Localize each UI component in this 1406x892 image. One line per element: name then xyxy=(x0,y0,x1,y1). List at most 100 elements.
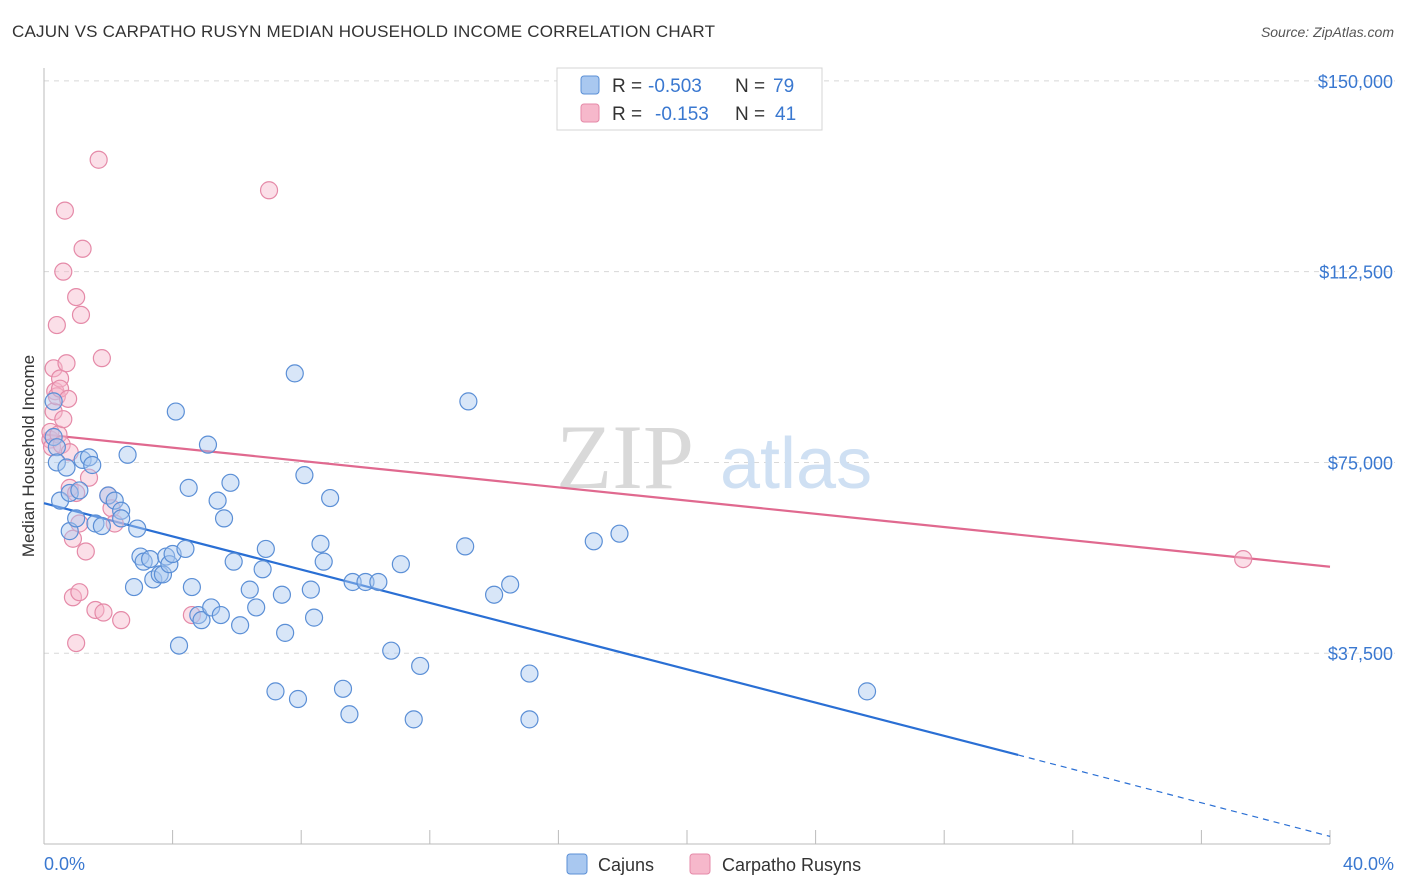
stats-n-label-rusyns: N = xyxy=(735,104,765,125)
point-cajun xyxy=(192,611,211,630)
point-cajun xyxy=(404,710,423,729)
point-cajun xyxy=(83,455,102,475)
point-cajun xyxy=(202,598,221,617)
point-cajun xyxy=(311,534,330,553)
stats-r-label-rusyns: R = xyxy=(612,104,642,125)
stats-n-value-cajuns: 79 xyxy=(773,76,794,97)
point-cajun xyxy=(272,585,292,604)
trendline-carpatho-rusyns xyxy=(43,433,1331,568)
point-cajun xyxy=(105,491,124,510)
point-rusyn xyxy=(67,633,86,653)
stats-box: R = -0.503 N = 79 R = -0.153 N = 41 xyxy=(556,67,823,131)
point-cajun xyxy=(343,572,362,592)
point-cajun xyxy=(224,552,243,571)
y-axis-label: Median Household Income xyxy=(19,355,38,557)
point-cajun xyxy=(112,501,131,520)
point-cajun xyxy=(118,445,137,464)
point-rusyn xyxy=(73,239,92,258)
point-cajun xyxy=(44,427,63,447)
point-cajun xyxy=(304,608,324,627)
y-tick-label: $150,000 xyxy=(1318,72,1393,92)
point-rusyn xyxy=(92,349,111,368)
y-tick-label: $37,500 xyxy=(1328,644,1393,664)
point-rusyn xyxy=(57,354,76,373)
point-cajun xyxy=(221,473,240,492)
point-cajun xyxy=(356,572,375,592)
point-rusyn xyxy=(71,305,91,324)
point-cajun xyxy=(411,656,430,676)
point-rusyn xyxy=(259,181,279,200)
point-rusyn xyxy=(112,611,131,630)
point-rusyn xyxy=(70,514,89,533)
legend-swatch-rusyns xyxy=(689,853,711,875)
watermark: ZIP atlas xyxy=(556,406,872,508)
point-cajun xyxy=(266,682,285,701)
point-cajun xyxy=(340,705,359,724)
x-tick-label-max: 40.0% xyxy=(1343,854,1394,874)
stats-swatch-cajuns xyxy=(580,75,600,95)
point-cajun xyxy=(584,532,603,551)
stats-n-label-cajuns: N = xyxy=(735,76,765,97)
point-cajun xyxy=(485,585,504,604)
point-cajun xyxy=(501,575,520,594)
point-cajun xyxy=(169,636,189,655)
point-rusyn xyxy=(44,402,63,421)
point-cajun xyxy=(459,392,478,411)
point-cajun xyxy=(57,458,76,477)
point-cajun xyxy=(214,509,234,528)
point-cajun xyxy=(211,605,230,625)
x-tick-label-min: 0.0% xyxy=(44,854,85,874)
legend: Cajuns Carpatho Rusyns xyxy=(566,853,861,875)
x-tick-labels: 0.0% 40.0% xyxy=(44,854,1394,874)
point-cajun xyxy=(44,392,63,411)
legend-label-rusyns: Carpatho Rusyns xyxy=(722,855,861,875)
stats-box-frame xyxy=(556,67,823,131)
series-cajuns xyxy=(44,364,877,729)
y-tick-label: $75,000 xyxy=(1328,453,1393,473)
chart-title: CAJUN VS CARPATHO RUSYN MEDIAN HOUSEHOLD… xyxy=(12,22,716,41)
point-cajun xyxy=(321,488,340,508)
point-cajun xyxy=(140,549,160,569)
point-cajun xyxy=(112,509,131,528)
point-cajun xyxy=(369,572,388,592)
point-rusyn xyxy=(55,201,74,220)
point-rusyn xyxy=(67,287,86,307)
point-cajun xyxy=(70,481,89,500)
point-cajun xyxy=(288,689,308,709)
point-cajun xyxy=(47,453,66,472)
point-cajun xyxy=(166,402,185,421)
trend-lines xyxy=(43,433,1331,837)
point-cajun xyxy=(285,364,304,383)
point-cajun xyxy=(179,478,198,497)
y-tick-labels: $37,500 $75,000 $112,500 $150,000 xyxy=(1318,72,1393,664)
point-cajun xyxy=(124,577,144,597)
point-cajun xyxy=(176,539,195,559)
point-rusyn xyxy=(47,315,66,335)
point-cajun xyxy=(857,682,877,701)
point-cajun xyxy=(610,524,629,543)
legend-swatch-cajuns xyxy=(566,853,588,875)
watermark-zip: ZIP xyxy=(556,406,694,508)
point-rusyn xyxy=(54,410,73,429)
point-cajun xyxy=(153,565,173,584)
point-rusyn xyxy=(1234,549,1253,569)
point-cajun xyxy=(231,616,250,635)
point-cajun xyxy=(247,598,266,617)
stats-swatch-rusyns xyxy=(580,103,600,123)
trendline-cajuns xyxy=(43,502,1019,757)
trendline-cajuns-extension xyxy=(1017,754,1331,837)
point-cajun xyxy=(67,509,86,528)
point-cajun xyxy=(128,519,147,538)
grid-lines xyxy=(44,80,1395,654)
y-tick-label: $112,500 xyxy=(1319,263,1393,283)
point-rusyn xyxy=(70,583,89,602)
point-rusyn xyxy=(50,369,70,388)
point-cajun xyxy=(198,435,218,454)
stats-r-value-rusyns: -0.153 xyxy=(655,104,709,125)
point-rusyn xyxy=(94,603,113,622)
point-cajun xyxy=(160,555,179,574)
point-cajun xyxy=(50,491,70,510)
point-cajun xyxy=(456,537,475,556)
series-carpatho-rusyns xyxy=(41,150,1253,653)
point-cajun xyxy=(182,577,201,597)
